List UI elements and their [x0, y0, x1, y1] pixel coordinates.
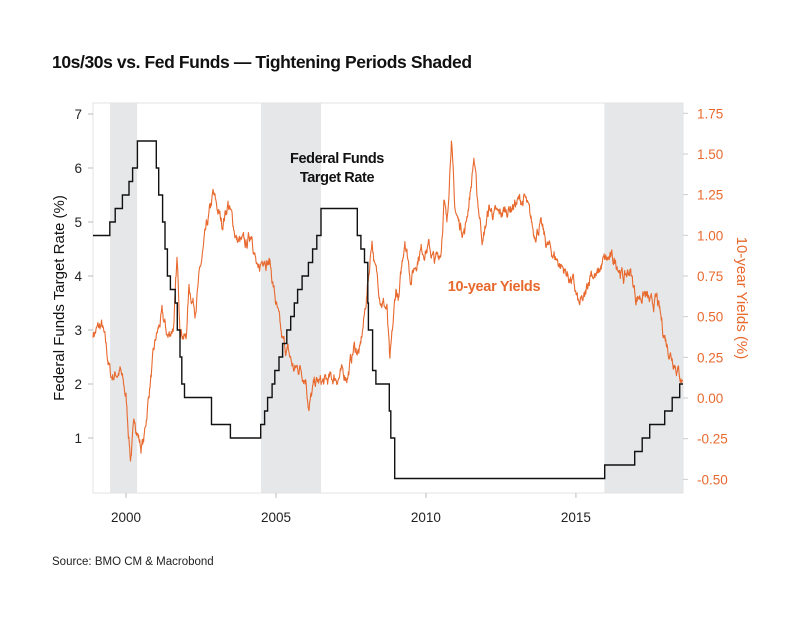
- y-left-tick-label: 1: [74, 431, 82, 446]
- x-tick-label: 2005: [261, 510, 291, 525]
- chart-title: 10s/30s vs. Fed Funds — Tightening Perio…: [52, 52, 472, 72]
- tightening-period-shade-2: [260, 103, 321, 493]
- y-right-tick-label: 1.75: [697, 106, 723, 121]
- annotation-fed-funds-line1: Federal Funds: [290, 151, 384, 167]
- y-left-tick-label: 5: [74, 215, 82, 230]
- annotation-10-year-yields: 10-year Yields: [448, 279, 541, 295]
- ten-year-yield-line: [92, 140, 684, 462]
- y-right-tick-label: 0.50: [697, 310, 723, 325]
- y-left-tick-label: 7: [74, 107, 82, 122]
- y-axis-right-label: 10-year Yields (%): [733, 237, 750, 360]
- plot-frame: [92, 102, 684, 494]
- y-left-tick-label: 6: [74, 161, 82, 176]
- tightening-period-shade-3: [604, 103, 683, 493]
- y-right-tick-label: -0.50: [697, 472, 728, 487]
- y-left-tick-label: 4: [74, 269, 82, 284]
- x-tick-label: 2015: [561, 510, 591, 525]
- x-tick-label: 2010: [411, 510, 441, 525]
- annotation-fed-funds-line2: Target Rate: [300, 170, 375, 186]
- source-note: Source: BMO CM & Macrobond: [52, 556, 214, 568]
- y-right-tick-label: 1.50: [697, 147, 723, 162]
- y-right-tick-label: 1.25: [697, 188, 723, 203]
- y-left-tick-label: 2: [74, 377, 82, 392]
- y-right-tick-label: -0.25: [697, 432, 728, 447]
- y-right-tick-label: 0.25: [697, 350, 723, 365]
- y-left-tick-label: 3: [74, 323, 82, 338]
- fed-funds-line: [93, 140, 683, 480]
- y-axis-left-label: Federal Funds Target Rate (%): [51, 195, 68, 401]
- tightening-period-shade-1: [110, 103, 138, 493]
- y-right-tick-label: 1.00: [697, 228, 723, 243]
- x-tick-label: 2000: [111, 510, 141, 525]
- y-right-tick-label: 0.00: [697, 391, 723, 406]
- y-right-tick-label: 0.75: [697, 269, 723, 284]
